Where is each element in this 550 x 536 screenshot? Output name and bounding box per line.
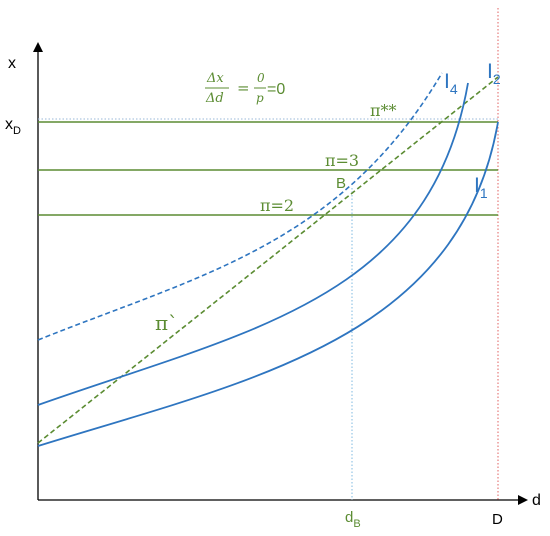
x-tick-D: D (492, 511, 503, 528)
x-axis-label: d (532, 492, 541, 509)
label-point-B: B (336, 175, 346, 192)
label-pi3: π=3 (325, 151, 359, 170)
formula-right-denominator: p (256, 91, 264, 105)
y-tick-xD: xD (5, 116, 21, 137)
y-axis-arrow (33, 42, 43, 52)
label-pi-prime: π` (155, 311, 178, 335)
x-axis-arrow (518, 495, 528, 505)
label-pi-star: π** (370, 101, 397, 120)
formula-equals: = (237, 79, 250, 97)
label-pi2: π=2 (260, 196, 294, 215)
formula-result: =0 (267, 81, 285, 98)
formula-left-numerator: Δx (206, 71, 224, 86)
curve-I1 (37, 121, 499, 447)
y-axis-label: x (8, 55, 16, 72)
formula-left-denominator: Δd (205, 91, 224, 106)
curve-I2 (37, 82, 469, 406)
label-I4: I4 (444, 70, 458, 97)
x-tick-dB: dB (345, 509, 361, 530)
curve-pi-prime (37, 76, 499, 444)
label-I1: I1 (474, 174, 488, 201)
formula: Δx Δd = 0 p =0 (205, 71, 285, 106)
label-I2: I2 (487, 60, 501, 87)
formula-right-numerator: 0 (257, 71, 265, 85)
curve-I4 (37, 72, 443, 341)
